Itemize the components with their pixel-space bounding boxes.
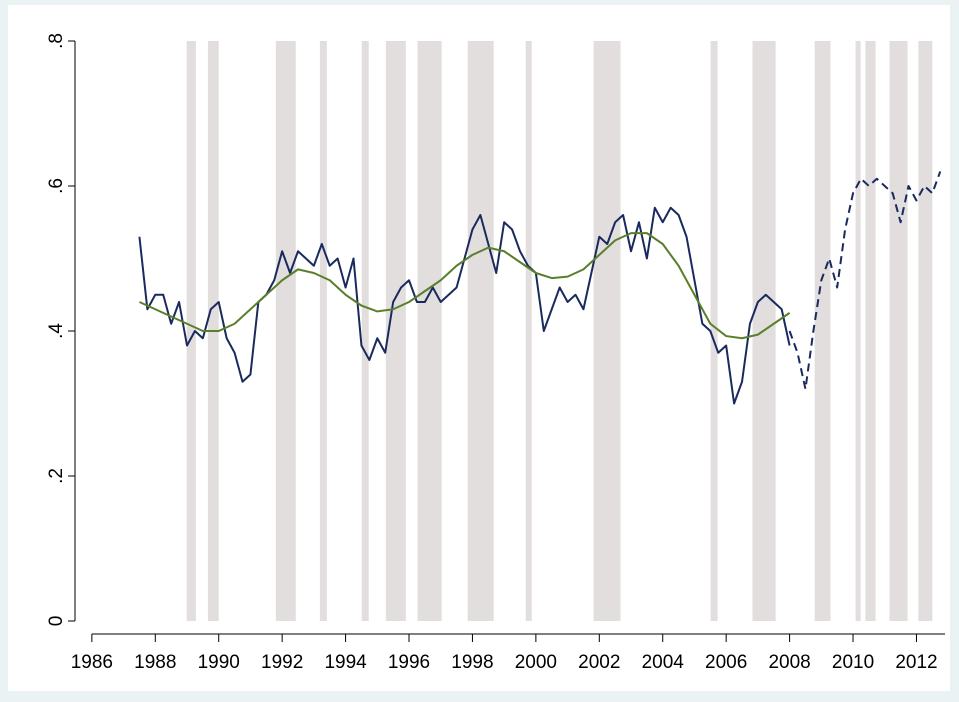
axes: 0 .2 .4 .6 .8 1986 1988 1990 1992 1994 1996 1998 200…	[46, 33, 945, 673]
shaded-period	[855, 41, 861, 621]
x-tick-label: 1998	[451, 652, 493, 673]
shaded-period	[814, 41, 831, 621]
x-tick-label: 2004	[642, 652, 685, 673]
y-tick-label: .2	[46, 468, 67, 484]
x-tick-label: 2008	[768, 652, 810, 673]
x-tick-label: 1992	[261, 652, 303, 673]
series-line	[138, 206, 791, 405]
x-tick-label: 2012	[895, 652, 937, 673]
shaded-period	[889, 41, 908, 621]
x-tick-label: 2000	[515, 652, 557, 673]
shaded-period	[710, 41, 718, 621]
x-tick-label: 1988	[134, 652, 176, 673]
y-tick-label: .8	[46, 33, 67, 49]
x-tick-label: 2006	[705, 652, 747, 673]
x-tick-label: 1986	[71, 652, 113, 673]
shaded-period	[417, 41, 442, 621]
series-line	[139, 232, 791, 340]
x-tick-label: 1990	[198, 652, 240, 673]
x-tick-label: 1994	[324, 652, 367, 673]
shaded-period	[467, 41, 494, 621]
x-tick-label: 1996	[388, 652, 430, 673]
shaded-period	[186, 41, 196, 621]
shaded-period	[593, 41, 621, 621]
shaded-period	[865, 41, 876, 621]
y-tick-label: .6	[46, 178, 67, 194]
shaded-period	[918, 41, 933, 621]
x-tick-label: 2010	[832, 652, 874, 673]
shaded-period	[385, 41, 406, 621]
series-line	[788, 171, 942, 390]
x-tick-label: 2002	[578, 652, 620, 673]
y-tick-label: .4	[46, 323, 67, 339]
lines	[138, 171, 942, 405]
y-tick-label: 0	[46, 616, 67, 627]
shaded-period	[525, 41, 532, 621]
shaded-periods	[186, 41, 933, 621]
shaded-period	[319, 41, 327, 621]
shaded-period	[275, 41, 296, 621]
shaded-period	[361, 41, 369, 621]
